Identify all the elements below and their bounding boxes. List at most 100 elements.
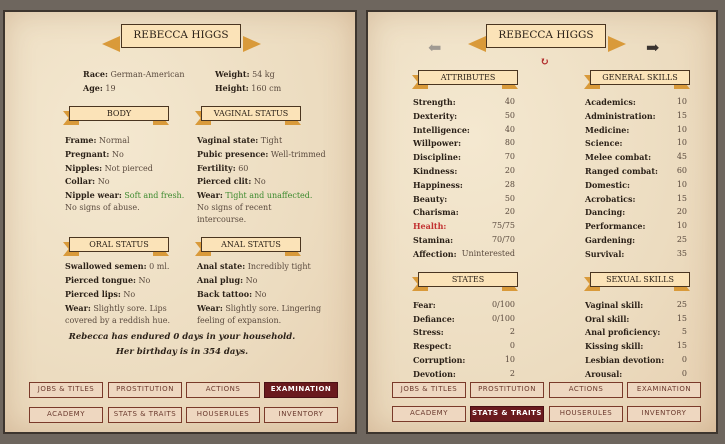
auto-cycle-icon[interactable]: ↻	[540, 55, 550, 68]
stat-row: Affection: Uninterested	[413, 248, 515, 261]
stat-value: 10	[676, 221, 687, 231]
actions-button[interactable]: ACTIONS	[186, 382, 260, 398]
prostitution-button[interactable]: PROSTITUTION	[108, 382, 182, 398]
stat-label: Dancing:	[585, 207, 626, 218]
stat-row: Kissing skill: 15	[585, 340, 687, 353]
stat-row: Kindness: 20	[413, 165, 515, 178]
academy-button[interactable]: ACADEMY	[29, 407, 103, 423]
pierced-tongue: Pierced tongue: No	[65, 275, 151, 285]
stat-row: Charisma: 20	[413, 206, 515, 219]
stat-row: Beauty: 50	[413, 193, 515, 206]
stat-row: Defiance: 0/100	[413, 313, 515, 326]
stat-label: Beauty:	[413, 193, 448, 204]
stat-value: 0	[681, 368, 687, 378]
stat-row: Arousal: 0	[585, 368, 687, 381]
stat-row: Lesbian devotion: 0	[585, 354, 687, 367]
inventory-button[interactable]: INVENTORY	[264, 407, 338, 423]
anal-state: Anal state: Incredibly tight	[197, 261, 311, 271]
stat-row: Oral skill: 15	[585, 313, 687, 326]
stat-label: Academics:	[585, 97, 636, 107]
stat-label: Ranged combat:	[585, 166, 658, 176]
pubic-presence: Pubic presence: Well-trimmed	[197, 149, 326, 159]
stat-row: Willpower: 80	[413, 137, 515, 150]
stat-row: Respect: 0	[413, 340, 515, 353]
stat-row: Academics: 10	[585, 96, 687, 109]
stat-row: Science: 10	[585, 137, 687, 150]
stat-value: 40	[504, 97, 515, 106]
stats-panel: REBECCA HIGGS ⬅ ➡ ↻ ATTRIBUTES GENERAL S…	[366, 10, 718, 434]
stat-row: Dexterity: 50	[413, 110, 515, 123]
stat-value: 10	[676, 138, 687, 148]
stat-row: Stress: 2	[413, 326, 515, 339]
stat-value: 5	[681, 327, 687, 337]
stat-value: 75/75	[491, 221, 515, 231]
stat-label: Lesbian devotion:	[585, 354, 665, 365]
title-ribbon-left	[468, 36, 486, 52]
stat-label: Anal proficiency:	[585, 327, 661, 338]
stat-row: Acrobatics: 15	[585, 193, 687, 206]
character-name: REBECCA HIGGS	[486, 24, 606, 48]
title-ribbon-right	[608, 36, 626, 52]
prostitution-button[interactable]: PROSTITUTION	[470, 382, 544, 398]
height: Height: 160 cm	[215, 83, 282, 93]
title-ribbon-right	[243, 36, 261, 52]
actions-button[interactable]: ACTIONS	[549, 382, 623, 398]
stat-row: Corruption: 10	[413, 354, 515, 367]
jobs-titles-button[interactable]: JOBS & TITLES	[392, 382, 466, 398]
age: Age: 19	[83, 83, 116, 93]
houserules-button[interactable]: HOUSERULES	[186, 407, 260, 423]
stat-row: Performance: 10	[585, 220, 687, 233]
stat-label: Affection:	[413, 248, 457, 259]
stat-label: Dexterity:	[413, 110, 458, 121]
stat-row: Medicine: 10	[585, 124, 687, 137]
stat-label: Melee combat:	[585, 152, 652, 163]
vaginal-wear: Wear: Tight and unaffected. No signs of …	[197, 190, 313, 224]
stat-label: Willpower:	[413, 138, 462, 149]
arrow-left-icon[interactable]: ⬅	[428, 38, 442, 57]
stats-traits-button[interactable]: STATS & TRAITS	[108, 407, 182, 423]
stat-row: Intelligence: 40	[413, 124, 515, 137]
stat-label: Vaginal skill:	[585, 300, 644, 310]
stat-label: Discipline:	[413, 152, 461, 163]
stat-label: Happiness:	[413, 179, 463, 190]
stat-value: 0	[681, 354, 687, 364]
stat-value: 15	[676, 313, 687, 323]
weight: Weight: 54 kg	[215, 69, 275, 79]
stat-value: 35	[676, 248, 687, 258]
stat-row: Fear: 0/100	[413, 299, 515, 312]
body-nipples: Nipples: Not pierced	[65, 163, 153, 173]
stat-label: Charisma:	[413, 207, 459, 218]
pierced-clit: Pierced clit: No	[197, 176, 266, 186]
general-skills-banner: GENERAL SKILLS	[590, 70, 690, 85]
sexual-skills-banner: SEXUAL SKILLS	[590, 272, 690, 287]
anal-wear: Wear: Slightly sore. Lingering feeling o…	[197, 303, 322, 325]
title-ribbon-left	[102, 36, 120, 52]
stat-value: 45	[676, 152, 687, 162]
vaginal-status-banner: VAGINAL STATUS	[201, 106, 301, 121]
states-banner: STATES	[418, 272, 518, 287]
stat-value: 70	[504, 152, 515, 162]
jobs-titles-button[interactable]: JOBS & TITLES	[29, 382, 103, 398]
stats-traits-button[interactable]: STATS & TRAITS	[470, 406, 544, 422]
anal-status-banner: ANAL STATUS	[201, 237, 301, 252]
oral-status-banner: ORAL STATUS	[69, 237, 169, 252]
stat-row: Melee combat: 45	[585, 151, 687, 164]
academy-button[interactable]: ACADEMY	[392, 406, 466, 422]
examination-button[interactable]: EXAMINATION	[627, 382, 701, 398]
stat-value: 70/70	[491, 235, 515, 244]
stat-row: Survival: 35	[585, 248, 687, 261]
arrow-right-icon[interactable]: ➡	[646, 38, 660, 57]
stat-value: 10	[676, 124, 687, 134]
stat-label: Kindness:	[413, 166, 458, 176]
anal-plug: Anal plug: No	[197, 275, 258, 285]
swallowed-semen: Swallowed semen: 0 ml.	[65, 261, 170, 271]
inventory-button[interactable]: INVENTORY	[627, 406, 701, 422]
stat-label: Gardening:	[585, 235, 636, 245]
examination-button[interactable]: EXAMINATION	[264, 382, 338, 398]
stat-label: Stress:	[413, 327, 444, 338]
stat-value: 10	[676, 97, 687, 106]
body-banner: BODY	[69, 106, 169, 121]
houserules-button[interactable]: HOUSERULES	[549, 406, 623, 422]
body-collar: Collar: No	[65, 176, 110, 186]
body-frame: Frame: Normal	[65, 135, 130, 145]
